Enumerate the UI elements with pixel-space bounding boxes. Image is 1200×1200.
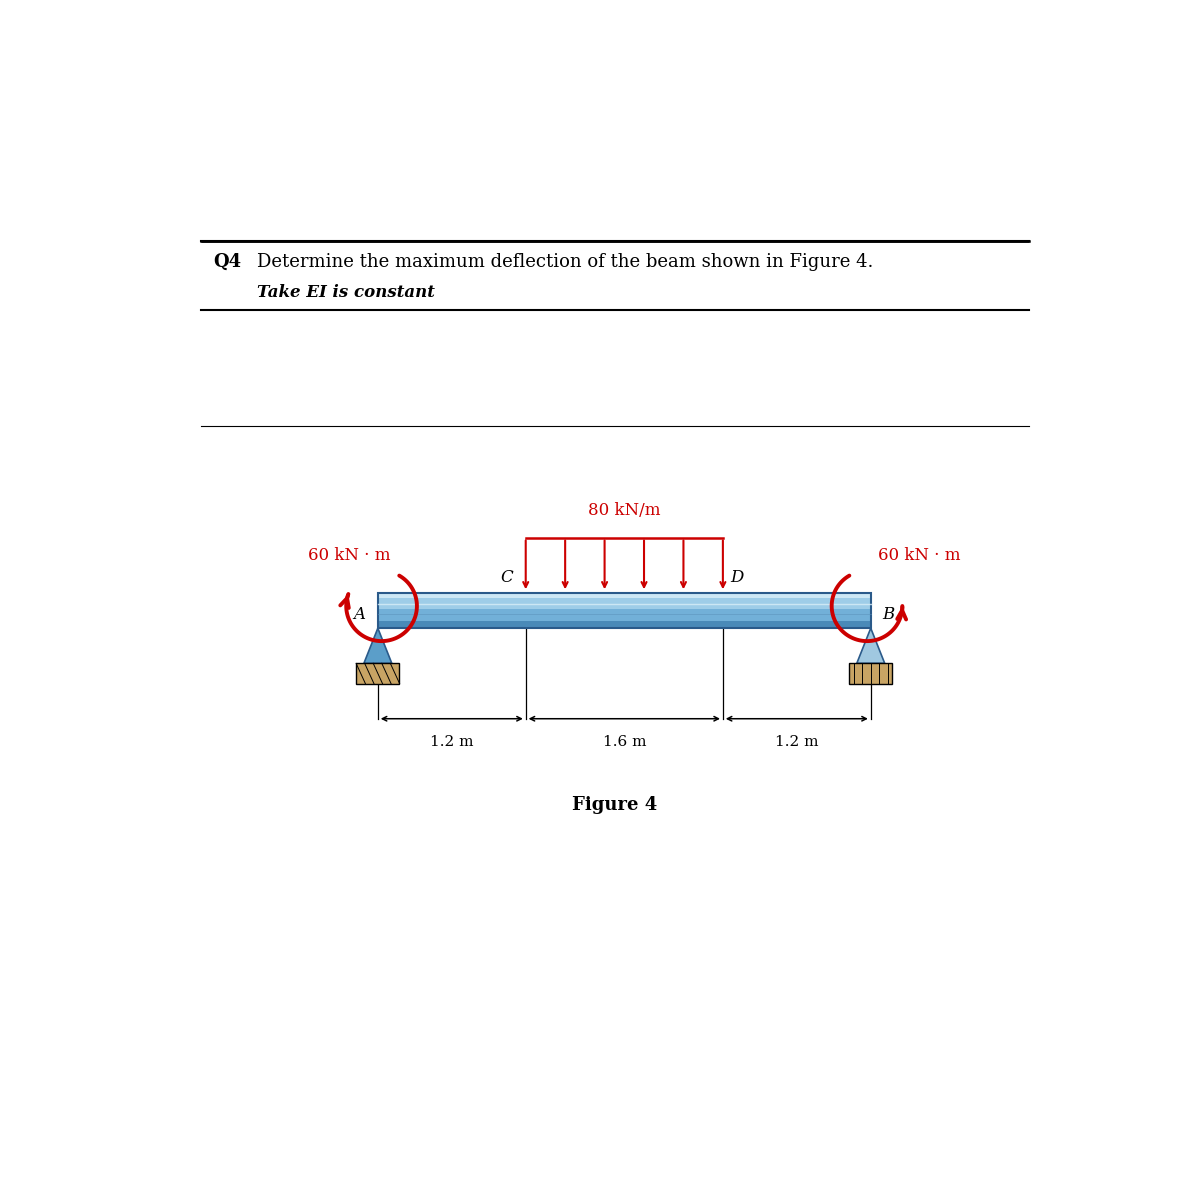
Polygon shape — [364, 628, 391, 664]
Text: A: A — [353, 606, 365, 623]
Bar — [850, 664, 892, 684]
Text: 1.2 m: 1.2 m — [430, 736, 474, 749]
Text: B: B — [882, 606, 894, 623]
Text: Take EI is constant: Take EI is constant — [257, 284, 434, 301]
Text: Q4: Q4 — [214, 253, 241, 271]
Bar — [378, 608, 871, 622]
Text: 1.6 m: 1.6 m — [602, 736, 646, 749]
Text: C: C — [500, 569, 512, 586]
Polygon shape — [857, 628, 884, 664]
Text: 60 kN · m: 60 kN · m — [308, 547, 391, 564]
Text: 60 kN · m: 60 kN · m — [878, 547, 961, 564]
Text: 1.2 m: 1.2 m — [775, 736, 818, 749]
Bar — [378, 622, 871, 628]
Text: D: D — [731, 569, 744, 586]
Bar — [356, 664, 400, 684]
Text: 80 kN/m: 80 kN/m — [588, 502, 660, 520]
Bar — [378, 593, 871, 599]
Bar — [378, 599, 871, 608]
Text: Determine the maximum deflection of the beam shown in Figure 4.: Determine the maximum deflection of the … — [257, 253, 874, 271]
Text: Figure 4: Figure 4 — [572, 796, 658, 814]
Bar — [378, 593, 871, 628]
